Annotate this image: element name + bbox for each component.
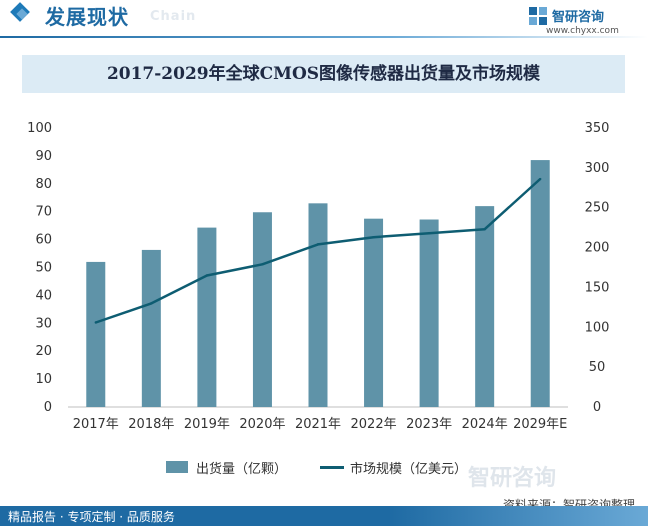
logo-url: www.chyxx.com bbox=[546, 26, 619, 36]
x-tick-label: 2019年 bbox=[184, 417, 230, 432]
y-left-tick-label: 100 bbox=[27, 121, 52, 136]
legend-label-market: 市场规模（亿美元） bbox=[350, 462, 468, 477]
y-left-tick-label: 40 bbox=[35, 288, 52, 303]
footer-accent bbox=[388, 506, 648, 526]
bar-shipments bbox=[141, 249, 161, 407]
y-left-tick-label: 30 bbox=[35, 316, 52, 331]
legend-swatch-line bbox=[320, 466, 344, 469]
chart-legend: 出货量（亿颗） 市场规模（亿美元） bbox=[0, 455, 648, 477]
point-market-size bbox=[261, 263, 264, 266]
point-market-size bbox=[483, 228, 486, 231]
legend-swatch-bar bbox=[166, 461, 188, 473]
x-tick-label: 2023年 bbox=[406, 417, 452, 432]
point-market-size bbox=[372, 236, 375, 239]
bar-shipments bbox=[252, 212, 272, 407]
header-subtitle: Chain bbox=[150, 9, 197, 24]
point-market-size bbox=[316, 243, 320, 246]
y-left-tick-label: 60 bbox=[35, 233, 52, 248]
logo-name: 智研咨询 bbox=[552, 10, 605, 25]
header-title: 发展现状 bbox=[45, 5, 129, 29]
x-tick-label: 2022年 bbox=[351, 417, 397, 432]
bar-shipments bbox=[308, 203, 328, 407]
x-tick-label: 2029年E bbox=[513, 417, 567, 432]
y-left-tick-label: 20 bbox=[35, 344, 52, 359]
point-market-size bbox=[539, 177, 542, 181]
y-right-tick-label: 50 bbox=[589, 360, 606, 375]
y-right-tick-label: 0 bbox=[593, 400, 601, 415]
x-tick-label: 2024年 bbox=[462, 417, 508, 432]
y-left-tick-label: 70 bbox=[35, 205, 52, 220]
x-tick-label: 2021年 bbox=[295, 417, 341, 432]
point-market-size bbox=[94, 321, 97, 324]
x-tick-label: 2017年 bbox=[73, 417, 119, 432]
point-market-size bbox=[427, 232, 431, 235]
header-divider bbox=[0, 36, 648, 38]
bar-shipments bbox=[197, 227, 217, 407]
footer-text: 精品报告 · 专项定制 · 品质服务 bbox=[8, 510, 175, 524]
bar-shipments bbox=[530, 160, 550, 407]
watermark-logo: 智研咨询 bbox=[468, 466, 557, 491]
legend-label-shipments: 出货量（亿颗） bbox=[196, 462, 288, 477]
y-right-tick-label: 100 bbox=[585, 320, 610, 335]
y-left-tick-label: 90 bbox=[35, 149, 52, 164]
bar-shipments bbox=[419, 219, 439, 407]
bar-shipments bbox=[364, 218, 384, 407]
footer-bar: 精品报告 · 专项定制 · 品质服务 bbox=[0, 506, 648, 526]
y-left-tick-label: 80 bbox=[35, 177, 52, 192]
x-tick-label: 2020年 bbox=[239, 417, 285, 432]
y-right-tick-label: 150 bbox=[585, 280, 610, 295]
y-left-tick-label: 10 bbox=[35, 372, 52, 387]
y-right-tick-label: 200 bbox=[585, 241, 610, 256]
header: 发展现状 Chain 智研咨询 www.chyxx.com bbox=[0, 0, 648, 40]
y-left-tick-label: 50 bbox=[35, 261, 52, 276]
point-market-size bbox=[205, 274, 209, 277]
bar-shipments bbox=[475, 206, 495, 407]
y-right-tick-label: 300 bbox=[585, 161, 610, 176]
chart-title-band: 2017-2029年全球CMOS图像传感器出货量及市场规模 bbox=[22, 55, 625, 93]
zhiyan-logo-icon bbox=[529, 7, 547, 25]
brand-logo[interactable]: 智研咨询 www.chyxx.com bbox=[528, 4, 638, 38]
point-market-size bbox=[150, 302, 153, 305]
chart-title: 2017-2029年全球CMOS图像传感器出货量及市场规模 bbox=[106, 64, 541, 84]
y-right-tick-label: 250 bbox=[585, 201, 610, 216]
bar-shipments bbox=[86, 261, 106, 407]
y-left-tick-label: 0 bbox=[44, 400, 52, 415]
y-right-tick-label: 350 bbox=[585, 121, 610, 136]
x-tick-label: 2018年 bbox=[128, 417, 174, 432]
